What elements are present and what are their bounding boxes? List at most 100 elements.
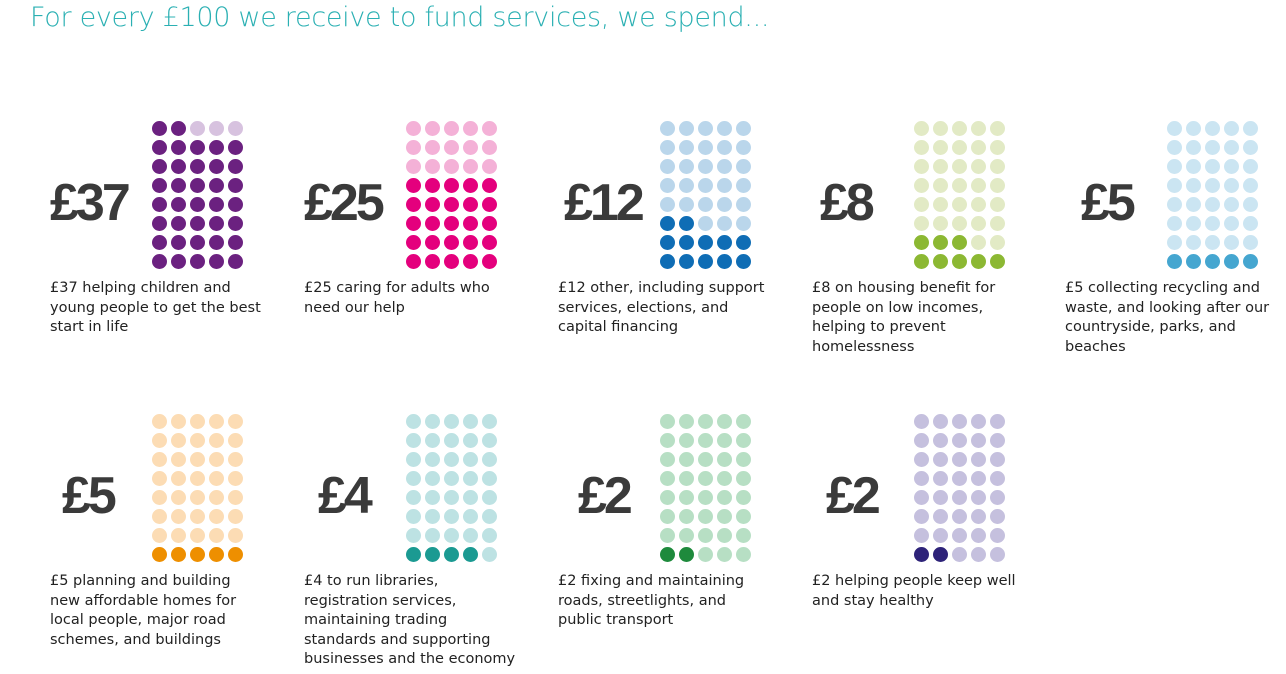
dot-empty	[679, 414, 694, 429]
dot-empty	[698, 197, 713, 212]
dot-empty	[1186, 216, 1201, 231]
dot-filled	[660, 254, 675, 269]
dot-empty	[660, 159, 675, 174]
dot-filled	[952, 254, 967, 269]
dot-empty	[1167, 121, 1182, 136]
dot-empty	[171, 433, 186, 448]
dot-empty	[914, 433, 929, 448]
dot-empty	[463, 414, 478, 429]
dot-empty	[425, 121, 440, 136]
dot-filled	[209, 159, 224, 174]
dot-empty	[190, 433, 205, 448]
dot-empty	[1243, 121, 1258, 136]
dot-empty	[717, 197, 732, 212]
dot-empty	[971, 433, 986, 448]
dot-empty	[444, 433, 459, 448]
dot-empty	[990, 235, 1005, 250]
dot-empty	[736, 433, 751, 448]
dot-empty	[698, 528, 713, 543]
dot-filled	[425, 254, 440, 269]
dot-filled	[914, 235, 929, 250]
dot-empty	[1167, 178, 1182, 193]
dot-empty	[952, 216, 967, 231]
dot-empty	[228, 471, 243, 486]
dot-filled	[228, 235, 243, 250]
dot-empty	[1205, 197, 1220, 212]
dot-filled	[406, 178, 421, 193]
dot-empty	[209, 528, 224, 543]
dot-empty	[406, 140, 421, 155]
dot-filled	[190, 235, 205, 250]
dot-empty	[190, 528, 205, 543]
dot-empty	[228, 509, 243, 524]
dot-empty	[914, 528, 929, 543]
dot-empty	[933, 216, 948, 231]
dot-empty	[660, 140, 675, 155]
dot-empty	[171, 509, 186, 524]
dot-grid	[152, 121, 248, 273]
dot-empty	[425, 414, 440, 429]
dot-empty	[990, 490, 1005, 505]
amount-label: £5	[1081, 174, 1136, 232]
dot-filled	[952, 235, 967, 250]
dot-empty	[952, 178, 967, 193]
dot-empty	[914, 197, 929, 212]
dot-empty	[209, 452, 224, 467]
dot-filled	[679, 547, 694, 562]
dot-empty	[482, 547, 497, 562]
dot-filled	[152, 216, 167, 231]
dot-empty	[971, 471, 986, 486]
dot-empty	[717, 216, 732, 231]
dot-empty	[1186, 140, 1201, 155]
dot-empty	[406, 159, 421, 174]
dot-filled	[933, 254, 948, 269]
dot-empty	[190, 452, 205, 467]
dot-empty	[660, 452, 675, 467]
description: £8 on housing benefit for people on low …	[812, 280, 996, 355]
dot-empty	[736, 471, 751, 486]
dot-grid	[406, 414, 502, 566]
dot-empty	[228, 490, 243, 505]
dot-empty	[679, 140, 694, 155]
dot-empty	[1224, 140, 1239, 155]
spend-item: £2 £2 fixing and maintaining roads, stree…	[558, 414, 778, 674]
dot-empty	[736, 216, 751, 231]
dot-empty	[736, 490, 751, 505]
dot-empty	[971, 452, 986, 467]
dot-filled	[228, 254, 243, 269]
dot-filled	[444, 197, 459, 212]
dot-empty	[1167, 216, 1182, 231]
dot-filled	[190, 178, 205, 193]
spend-item: £8 £8 on housing benefit for people on lo…	[812, 121, 1032, 381]
dot-empty	[425, 509, 440, 524]
dot-filled	[171, 197, 186, 212]
dot-empty	[660, 509, 675, 524]
dot-filled	[190, 216, 205, 231]
dot-empty	[482, 121, 497, 136]
dot-grid	[406, 121, 502, 273]
dot-empty	[736, 547, 751, 562]
dot-filled	[171, 178, 186, 193]
dot-empty	[698, 490, 713, 505]
dot-filled	[171, 216, 186, 231]
dot-filled	[482, 235, 497, 250]
dot-filled	[171, 547, 186, 562]
dot-empty	[425, 140, 440, 155]
dot-empty	[406, 528, 421, 543]
dot-empty	[971, 159, 986, 174]
dot-filled	[990, 254, 1005, 269]
dot-grid	[660, 121, 756, 273]
dot-empty	[1167, 159, 1182, 174]
dot-filled	[1243, 254, 1258, 269]
dot-empty	[152, 528, 167, 543]
dot-empty	[933, 197, 948, 212]
dot-filled	[482, 178, 497, 193]
dot-empty	[717, 509, 732, 524]
dot-empty	[482, 452, 497, 467]
dot-filled	[914, 547, 929, 562]
dot-filled	[171, 254, 186, 269]
dot-filled	[425, 216, 440, 231]
dot-empty	[190, 509, 205, 524]
dot-empty	[933, 433, 948, 448]
dot-filled	[406, 235, 421, 250]
